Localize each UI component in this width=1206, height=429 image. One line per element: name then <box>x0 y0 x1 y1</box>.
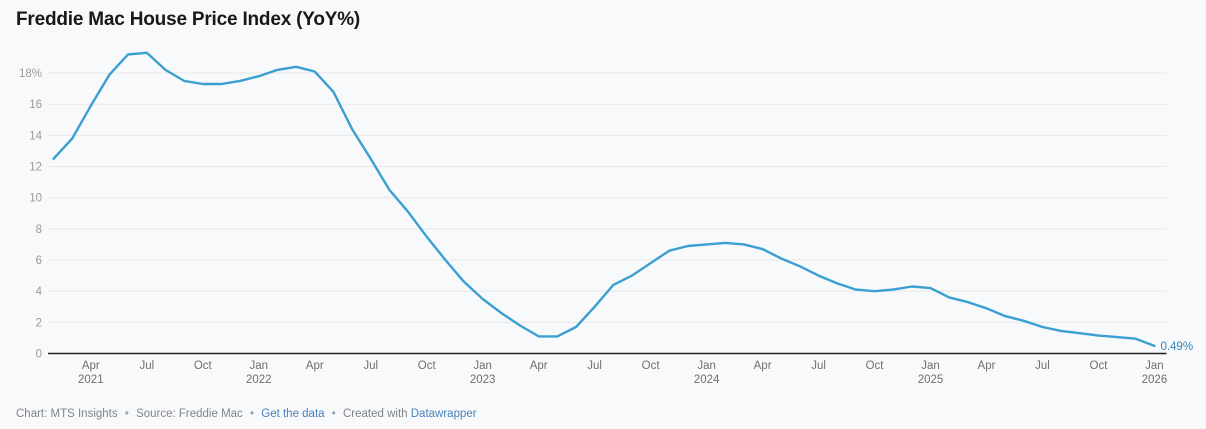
separator-dot: • <box>250 408 255 420</box>
chart-footer: Chart: MTS Insights • Source: Freddie Ma… <box>16 408 477 420</box>
x-axis-tick-label: Oct <box>194 360 213 372</box>
hpi-line-series <box>52 51 1156 348</box>
chart-credit: Chart: MTS Insights <box>16 408 118 420</box>
x-axis-tick-label: Apr <box>306 360 324 372</box>
x-axis-tick-label: Apr <box>82 360 100 372</box>
y-axis-tick-label: 12 <box>29 162 42 174</box>
y-axis-tick-label: 18% <box>19 68 42 80</box>
y-axis-tick-label: 2 <box>36 317 42 329</box>
x-axis-tick-label: Jul <box>139 360 154 372</box>
x-axis-year-label: 2026 <box>1142 374 1168 386</box>
x-axis-year-label: 2025 <box>918 374 944 386</box>
y-axis-tick-label: 0 <box>36 349 42 361</box>
x-axis-tick-label: Apr <box>978 360 996 372</box>
separator-dot: • <box>331 408 336 420</box>
y-axis-tick-label: 10 <box>29 193 42 205</box>
x-axis-tick-label: Jan <box>1145 360 1164 372</box>
x-axis-tick-label: Jul <box>811 360 826 372</box>
x-axis-tick-label: Oct <box>642 360 661 372</box>
line-chart: 0 2 4 6 8 10 12 14 16 18% Apr 2021 Jul Oct Jan 2022 Apr J… <box>19 51 1193 386</box>
y-axis-tick-label: 8 <box>36 224 42 236</box>
y-axis-tick-label: 14 <box>29 130 42 142</box>
y-axis-tick-label: 6 <box>36 255 42 267</box>
y-axis-tick-label: 16 <box>29 99 42 111</box>
datawrapper-link[interactable]: Datawrapper <box>410 408 477 420</box>
get-the-data-link[interactable]: Get the data <box>261 408 325 420</box>
x-axis-tick-label: Jan <box>921 360 940 372</box>
x-axis-tick-label: Jul <box>587 360 602 372</box>
x-axis-year-label: 2024 <box>694 374 720 386</box>
x-axis-tick-label: Apr <box>530 360 548 372</box>
x-axis-tick-label: Jul <box>363 360 378 372</box>
chart-title: Freddie Mac House Price Index (YoY%) <box>16 9 361 30</box>
x-axis-year-label: 2023 <box>470 374 496 386</box>
created-with-text: Created with <box>342 408 408 420</box>
source-credit: Source: Freddie Mac <box>136 408 243 420</box>
x-axis-year-label: 2022 <box>246 374 272 386</box>
x-axis-year-label: 2021 <box>78 374 104 386</box>
x-axis-tick-label: Oct <box>866 360 885 372</box>
x-axis-tick-label: Apr <box>754 360 772 372</box>
x-axis-tick-label: Jan <box>473 360 492 372</box>
x-axis-tick-label: Jul <box>1035 360 1050 372</box>
x-axis-tick-label: Oct <box>1090 360 1109 372</box>
end-value-label: 0.49% <box>1160 341 1193 353</box>
y-axis-tick-label: 4 <box>36 286 43 298</box>
x-axis-tick-label: Jan <box>697 360 716 372</box>
x-axis-tick-label: Oct <box>418 360 437 372</box>
separator-dot: • <box>124 408 129 420</box>
x-axis-tick-label: Jan <box>249 360 268 372</box>
